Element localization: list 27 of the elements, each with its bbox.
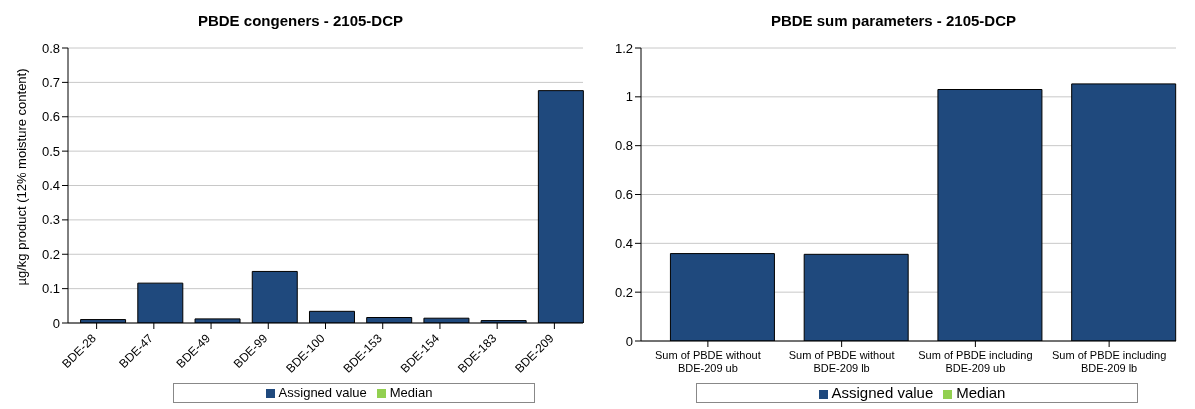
x-tick-label: Sum of PBDE without BDE-209 lb bbox=[788, 349, 895, 374]
y-tick-label: 1.2 bbox=[614, 40, 633, 56]
y-tick-label: 0.8 bbox=[41, 40, 60, 56]
y-tick-label: 0.1 bbox=[41, 281, 60, 297]
chart-title: PBDE sum parameters - 2105-DCP bbox=[769, 11, 1018, 31]
x-tick-label: Sum of PBDE without BDE-209 ub bbox=[654, 349, 761, 374]
legend-label: Assigned value bbox=[278, 385, 367, 400]
y-tick-label: 0.6 bbox=[614, 187, 633, 203]
y-tick-label: 0.6 bbox=[41, 109, 60, 125]
y-tick-label: 0.8 bbox=[614, 138, 633, 154]
y-tick-label: 0.2 bbox=[614, 284, 633, 300]
y-tick-label: 0.5 bbox=[41, 143, 60, 159]
legend-label: Median bbox=[956, 384, 1006, 401]
y-tick-label: 0 bbox=[52, 315, 60, 331]
y-tick-label: 0.4 bbox=[41, 178, 60, 194]
chart-title: PBDE congeners - 2105-DCP bbox=[196, 11, 405, 31]
y-tick-label: 0.3 bbox=[41, 212, 60, 228]
y-tick-label: 0 bbox=[625, 333, 633, 349]
y-tick-label: 0.4 bbox=[614, 235, 633, 251]
y-tick-label: 0.2 bbox=[41, 246, 60, 262]
y-tick-label: 1 bbox=[625, 89, 633, 105]
x-tick-label: Sum of PBDE including BDE-209 ub bbox=[918, 349, 1033, 374]
legend-label: Median bbox=[389, 385, 433, 400]
x-tick-label: Sum of PBDE including BDE-209 lb bbox=[1051, 349, 1167, 374]
y-axis-title: µg/kg product (12% moisture content) bbox=[13, 68, 29, 286]
legend-label: Assigned value bbox=[831, 384, 934, 401]
y-tick-label: 0.7 bbox=[41, 74, 60, 90]
